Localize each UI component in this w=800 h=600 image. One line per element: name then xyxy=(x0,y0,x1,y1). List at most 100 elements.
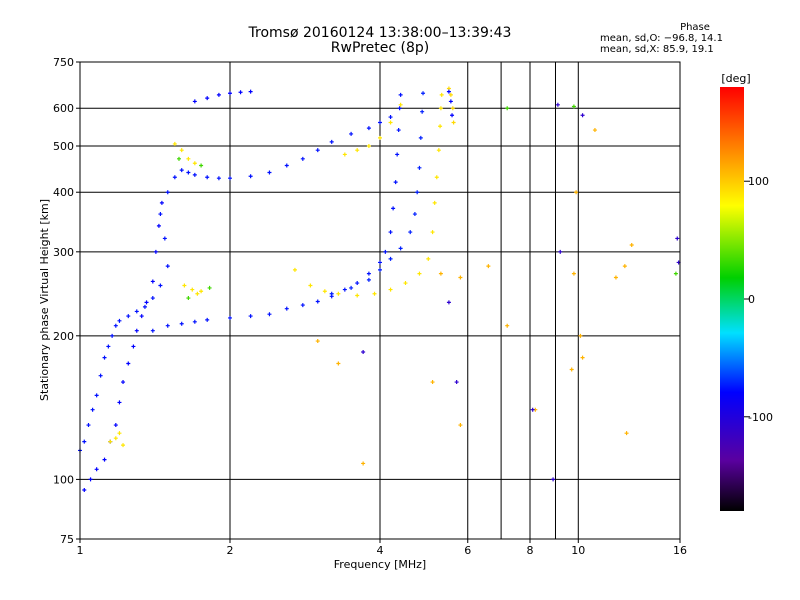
data-point xyxy=(90,407,95,412)
data-point xyxy=(248,174,253,179)
data-point xyxy=(388,287,393,292)
data-point xyxy=(438,106,443,111)
data-point xyxy=(86,423,91,428)
chart-title-line1: Tromsø 20160124 13:38:00–13:39:43 xyxy=(248,25,512,41)
data-point xyxy=(395,152,400,157)
data-point xyxy=(205,317,210,322)
data-point xyxy=(486,264,491,269)
colorbar-tick-label: -100 xyxy=(748,411,773,424)
data-point xyxy=(156,223,161,228)
data-point xyxy=(207,285,212,290)
data-point xyxy=(450,106,455,111)
data-point xyxy=(150,296,155,301)
colorbar-tick-label: 0 xyxy=(748,293,755,306)
data-point xyxy=(144,300,149,305)
data-point xyxy=(158,212,163,217)
data-point xyxy=(186,170,191,175)
data-point xyxy=(195,291,200,296)
data-point xyxy=(388,115,393,120)
data-point xyxy=(190,287,195,292)
data-point xyxy=(366,271,371,276)
data-points xyxy=(78,86,681,493)
data-point xyxy=(106,344,111,349)
y-tick-label: 500 xyxy=(53,140,74,153)
data-point xyxy=(438,271,443,276)
chart-title: Tromsø 20160124 13:38:00–13:39:43 RwPret… xyxy=(230,26,530,56)
data-point xyxy=(438,124,443,129)
data-point xyxy=(98,373,103,378)
data-point xyxy=(113,323,118,328)
data-point xyxy=(158,283,163,288)
data-point xyxy=(110,333,115,338)
data-point xyxy=(329,291,334,296)
data-point xyxy=(622,264,627,269)
data-point xyxy=(216,176,221,181)
data-point xyxy=(182,283,187,288)
data-point xyxy=(361,349,366,354)
data-point xyxy=(451,120,456,125)
data-point xyxy=(378,260,382,265)
data-point xyxy=(179,321,184,326)
data-point xyxy=(388,120,393,125)
data-point xyxy=(430,230,435,235)
data-point xyxy=(355,281,360,286)
data-point xyxy=(398,92,403,97)
data-point xyxy=(165,323,170,328)
data-point xyxy=(284,306,289,311)
data-point xyxy=(88,477,93,482)
data-point xyxy=(592,128,597,133)
grid-lines xyxy=(79,61,681,540)
data-point xyxy=(284,163,289,168)
data-point xyxy=(117,431,122,436)
data-point xyxy=(505,323,510,328)
data-point xyxy=(126,361,131,366)
data-point xyxy=(569,367,574,372)
data-point xyxy=(248,89,253,94)
x-tick-label: 2 xyxy=(227,544,234,557)
data-point xyxy=(126,314,131,319)
x-tick-label: 1 xyxy=(77,544,84,557)
data-point xyxy=(366,143,371,148)
data-point xyxy=(192,161,197,166)
data-point xyxy=(94,393,99,398)
y-axis-label: Stationary phase Virtual Height [km] xyxy=(38,199,51,401)
data-point xyxy=(308,283,313,288)
data-point xyxy=(238,90,243,95)
data-point xyxy=(397,106,402,111)
x-tick-label: 8 xyxy=(527,544,534,557)
data-point xyxy=(396,128,401,133)
data-point xyxy=(580,113,585,118)
data-point xyxy=(372,291,377,296)
data-point xyxy=(179,168,184,173)
data-point xyxy=(629,243,634,248)
data-point xyxy=(571,104,576,109)
data-point xyxy=(366,277,371,282)
data-point xyxy=(388,256,393,261)
data-point xyxy=(426,256,431,261)
data-point xyxy=(329,139,334,144)
colorbar-label: [deg] xyxy=(721,72,750,85)
data-point xyxy=(108,439,113,444)
data-point xyxy=(267,170,272,175)
data-point xyxy=(355,148,360,153)
data-point xyxy=(315,299,320,304)
data-point xyxy=(186,156,191,161)
data-point xyxy=(121,443,126,448)
data-point xyxy=(192,172,197,177)
data-point xyxy=(675,236,680,241)
x-tick-label: 16 xyxy=(673,544,687,557)
data-point xyxy=(436,148,441,153)
data-point xyxy=(336,361,341,366)
data-point xyxy=(624,431,629,436)
data-point xyxy=(205,96,210,101)
data-point xyxy=(228,91,232,96)
y-tick-label: 750 xyxy=(53,56,74,69)
data-point xyxy=(571,271,576,276)
data-point xyxy=(458,275,463,280)
data-point xyxy=(673,271,678,276)
data-point xyxy=(417,165,422,170)
data-point xyxy=(417,271,422,276)
x-tick-label: 4 xyxy=(377,544,384,557)
data-point xyxy=(415,190,420,195)
